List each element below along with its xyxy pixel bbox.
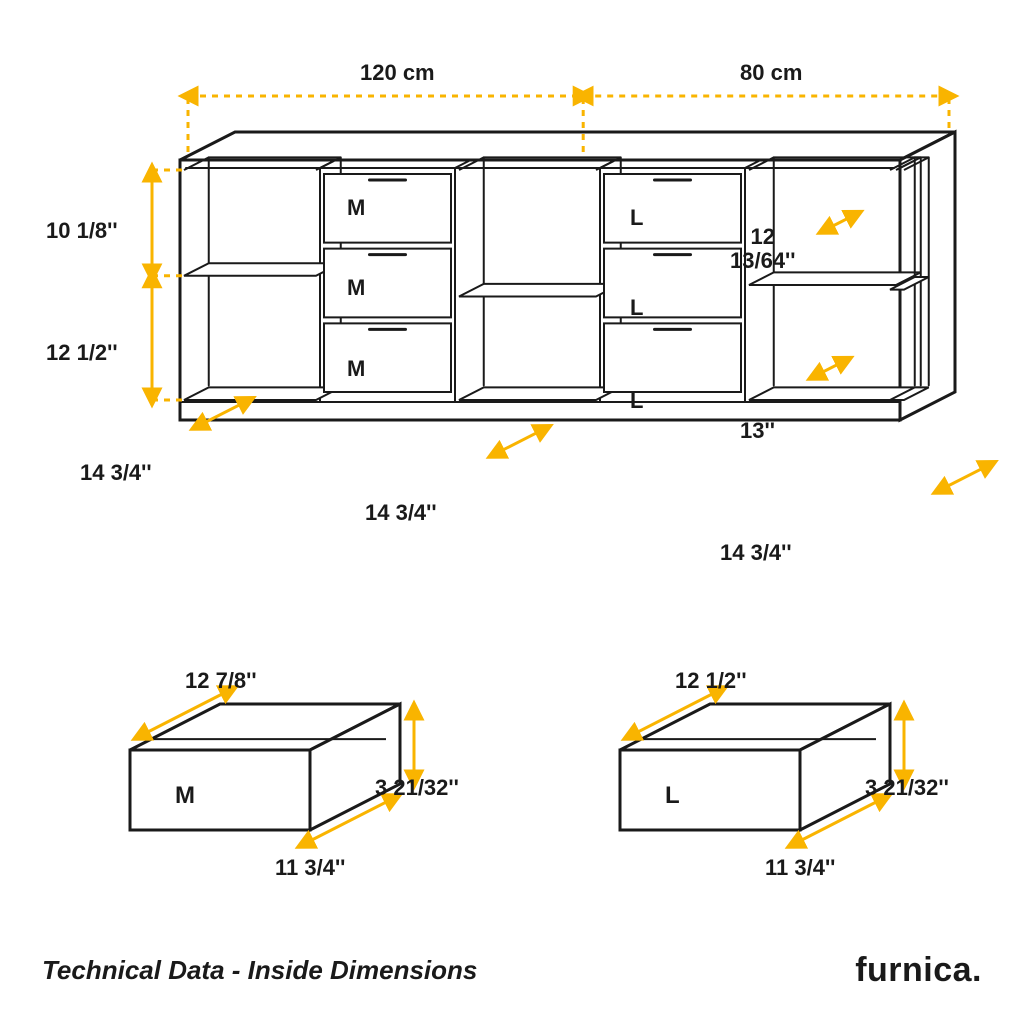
drawer-M-depth: 12 7/8'' — [185, 668, 257, 694]
cabinet-L-3: L — [630, 388, 643, 414]
drawer-L-height: 3 21/32'' — [865, 775, 949, 801]
drawer-M-letter: M — [175, 782, 195, 810]
dim-inner-upper-l1: 12 13/64'' — [730, 224, 796, 273]
dim-inner-upper: 12 13/64'' — [730, 225, 796, 273]
diagram-svg — [0, 0, 1024, 1024]
drawer-L-depth: 12 1/2'' — [675, 668, 747, 694]
dim-top-left: 120 cm — [360, 60, 435, 86]
dim-depth-2: 14 3/4'' — [365, 500, 437, 526]
dim-depth-3: 14 3/4'' — [720, 540, 792, 566]
dim-depth-1: 14 3/4'' — [80, 460, 152, 486]
dim-top-right: 80 cm — [740, 60, 802, 86]
dim-h-upper: 10 1/8'' — [46, 218, 118, 244]
drawer-L-width: 11 3/4'' — [765, 855, 835, 881]
dim-inner-lower: 13'' — [740, 418, 775, 444]
brand-logo: furnica. — [855, 951, 982, 990]
cabinet-L-1: L — [630, 205, 643, 231]
cabinet-M-3: M — [347, 356, 365, 382]
cabinet-L-2: L — [630, 295, 643, 321]
footer-title: Technical Data - Inside Dimensions — [42, 955, 477, 986]
cabinet-M-2: M — [347, 275, 365, 301]
drawer-M-width: 11 3/4'' — [275, 855, 345, 881]
dim-h-lower: 12 1/2'' — [46, 340, 118, 366]
drawer-L-letter: L — [665, 782, 680, 810]
cabinet-M-1: M — [347, 195, 365, 221]
diagram-stage: 120 cm 80 cm 10 1/8'' 12 1/2'' 14 3/4'' … — [0, 0, 1024, 1024]
drawer-M-height: 3 21/32'' — [375, 775, 459, 801]
